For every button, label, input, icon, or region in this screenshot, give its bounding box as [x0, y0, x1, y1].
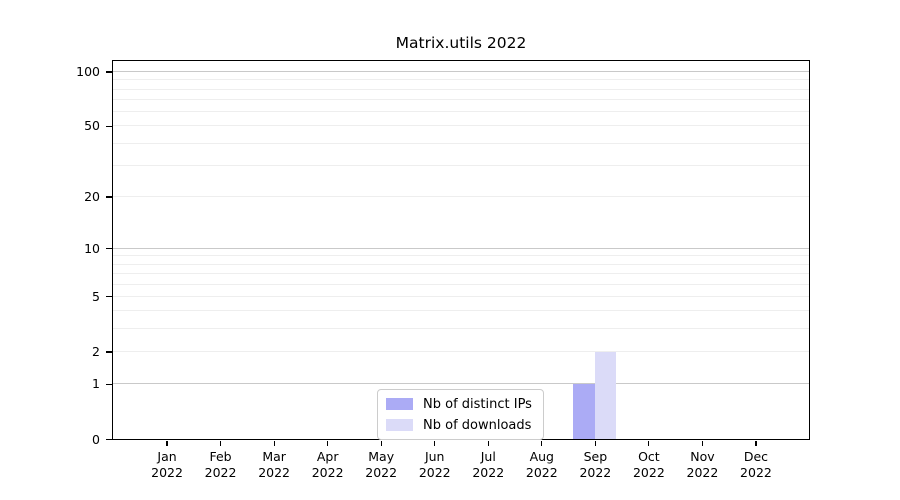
legend-label: Nb of distinct IPs [423, 396, 532, 412]
x-tick [701, 441, 703, 446]
x-tick-label: Nov 2022 [686, 449, 719, 480]
legend-swatch [386, 398, 413, 410]
x-tick [434, 441, 436, 446]
x-tick-label: Apr 2022 [311, 449, 344, 480]
y-tick [106, 296, 112, 298]
x-tick [755, 441, 757, 446]
x-tick [380, 441, 382, 446]
gridline-minor [113, 79, 809, 81]
x-tick [487, 441, 489, 446]
legend-entry-downloads: Nb of downloads [386, 416, 532, 434]
bar-nb-of-distinct-ips-sep [573, 383, 595, 439]
plot-area: Nb of distinct IPs Nb of downloads [112, 60, 810, 440]
x-tick [219, 441, 222, 446]
y-tick [106, 383, 112, 385]
gridline-minor [113, 263, 809, 265]
x-tick-label: Jan 2022 [151, 449, 183, 480]
gridline-minor [113, 255, 809, 257]
x-tick-label: Feb 2022 [204, 449, 237, 480]
y-tick-label: 5 [92, 288, 100, 304]
x-tick [327, 441, 329, 446]
x-tick [541, 441, 543, 446]
gridline-minor [113, 125, 809, 127]
x-tick [594, 441, 596, 446]
gridline-minor [113, 351, 809, 353]
y-tick [106, 71, 112, 73]
gridline-minor [113, 272, 809, 274]
y-tick [106, 196, 112, 198]
gridline-minor [113, 99, 809, 101]
gridline-major [113, 71, 809, 73]
x-tick-label: Jul 2022 [472, 449, 505, 480]
gridline-minor [113, 165, 809, 167]
gridline-minor [113, 196, 809, 198]
y-tick-label: 100 [76, 64, 100, 80]
y-tick-label: 1 [92, 376, 100, 392]
legend: Nb of distinct IPs Nb of downloads [377, 389, 544, 440]
x-tick-label: Sep 2022 [579, 449, 612, 480]
gridline-minor [113, 310, 809, 312]
x-tick-label: May 2022 [365, 449, 398, 480]
gridline-minor [113, 328, 809, 330]
y-tick-label: 20 [84, 189, 100, 205]
gridline-minor [113, 295, 809, 297]
y-tick-label: 0 [92, 431, 100, 447]
legend-label: Nb of downloads [423, 417, 532, 433]
x-tick-label: Jun 2022 [418, 449, 451, 480]
bar-nb-of-downloads-sep [594, 351, 617, 439]
gridline-minor [113, 111, 809, 113]
x-tick-label: Oct 2022 [632, 449, 665, 480]
y-tick [106, 351, 112, 353]
y-tick-label: 50 [84, 118, 100, 134]
y-tick [106, 438, 112, 441]
gridline-major [113, 247, 809, 249]
gridline-minor [113, 142, 809, 144]
y-tick-label: 10 [84, 240, 100, 256]
y-tick [106, 125, 112, 128]
gridline-minor [113, 88, 809, 90]
y-tick-label: 2 [92, 344, 100, 360]
x-tick [166, 441, 168, 446]
x-tick-label: Aug 2022 [525, 449, 558, 480]
x-tick-label: Dec 2022 [740, 449, 772, 480]
x-tick [648, 441, 650, 446]
chart-title: Matrix.utils 2022 [395, 34, 527, 52]
x-tick [273, 441, 275, 446]
gridline-major [113, 383, 809, 385]
y-tick [106, 247, 112, 250]
x-tick-label: Mar 2022 [258, 449, 291, 480]
gridline-minor [113, 283, 809, 285]
legend-swatch [386, 419, 413, 431]
legend-entry-distinct-ips: Nb of distinct IPs [386, 395, 532, 413]
